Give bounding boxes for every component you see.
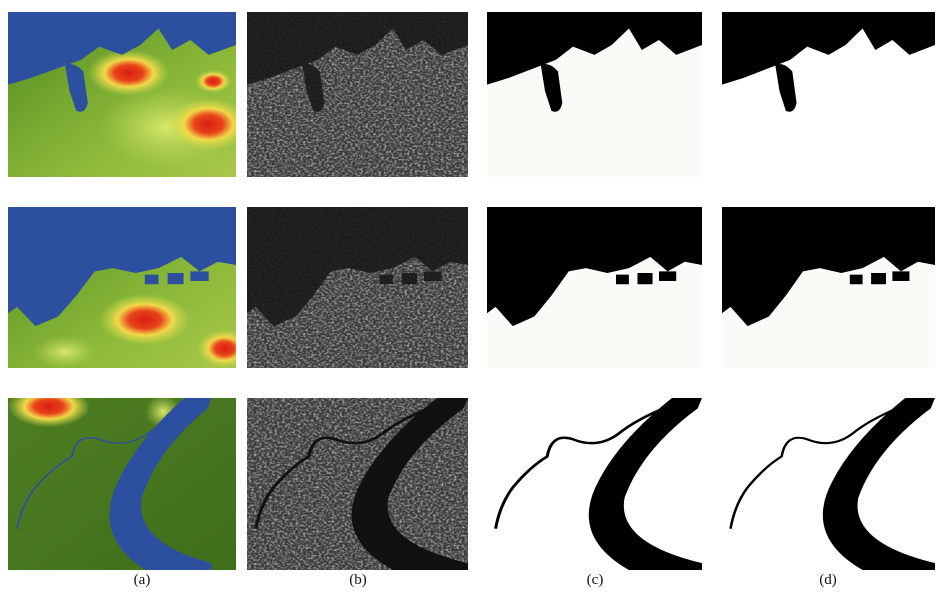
caption: (a) xyxy=(112,572,172,589)
caption: (b) xyxy=(328,572,388,589)
figure: (a) (b) (c) (d) xyxy=(0,0,937,595)
sar-image xyxy=(247,207,468,368)
heatmap xyxy=(8,12,250,177)
sar-image xyxy=(247,12,468,177)
sar-image xyxy=(247,398,468,570)
heatmap xyxy=(8,386,236,570)
mask xyxy=(722,12,935,177)
mask xyxy=(487,12,702,177)
mask xyxy=(487,398,702,570)
caption: (d) xyxy=(798,572,858,589)
mask xyxy=(722,398,935,570)
panels xyxy=(0,0,937,570)
mask xyxy=(722,207,935,368)
heatmap xyxy=(8,207,252,368)
caption: (c) xyxy=(565,572,625,589)
mask xyxy=(487,207,702,368)
